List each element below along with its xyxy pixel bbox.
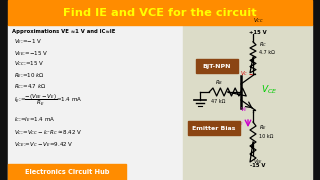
Bar [8, 0, 312, 25]
Text: Find IE and VCE for the circuit: Find IE and VCE for the circuit [63, 8, 257, 18]
Text: 4.7 kΩ: 4.7 kΩ [259, 50, 275, 55]
Text: $V_{CC}$:=$15$ V: $V_{CC}$:=$15$ V [14, 60, 44, 68]
Text: $I_E$:=$\dfrac{-(V_{EE}-V_E)}{R_E}$=1.4 mA: $I_E$:=$\dfrac{-(V_{EE}-V_E)}{R_E}$=1.4 … [14, 92, 82, 108]
Text: $R_E$:=$10\ k\Omega$: $R_E$:=$10\ k\Omega$ [14, 72, 45, 80]
Text: $V_{CE}$: $V_{CE}$ [261, 84, 277, 96]
Text: $V_C$:=$V_{CC}-I_C{\cdot}R_C$$\approx$8.42 V: $V_C$:=$V_{CC}-I_C{\cdot}R_C$$\approx$8.… [14, 129, 83, 138]
Text: $I_E$: $I_E$ [238, 119, 244, 128]
Text: $V_C$: $V_C$ [240, 69, 248, 78]
Text: Approximations VE ≈1 V and IC≈IE: Approximations VE ≈1 V and IC≈IE [12, 28, 116, 33]
Bar [183, 25, 312, 180]
Bar [312, 0, 320, 180]
Bar [0, 0, 8, 180]
Text: Electronics Circuit Hub: Electronics Circuit Hub [25, 169, 109, 175]
Text: $R_E$: $R_E$ [259, 123, 267, 132]
Text: $R_B$: $R_B$ [214, 78, 222, 87]
Text: Emitter Bias: Emitter Bias [192, 125, 236, 130]
Text: 47 kΩ: 47 kΩ [211, 98, 226, 104]
Bar [188, 121, 240, 135]
Text: $V_E$: $V_E$ [240, 105, 248, 114]
Text: +15 V: +15 V [249, 30, 267, 35]
Text: 10 kΩ: 10 kΩ [259, 134, 273, 138]
Text: BJT-NPN: BJT-NPN [203, 64, 231, 69]
Text: $V_E$:=$-1$ V: $V_E$:=$-1$ V [14, 38, 42, 46]
Bar [8, 25, 183, 180]
Bar [196, 59, 238, 73]
Text: $V_{EE}$:=$-15$ V: $V_{EE}$:=$-15$ V [14, 50, 48, 59]
Text: $R_C$: $R_C$ [259, 40, 267, 49]
Bar [8, 164, 126, 180]
Text: $R_C$:=$4.7\ k\Omega$: $R_C$:=$4.7\ k\Omega$ [14, 83, 46, 91]
Text: $V_{CE}$:=$V_C-V_E$=9.42 V: $V_{CE}$:=$V_C-V_E$=9.42 V [14, 141, 74, 149]
Text: $I_C$:=$I_E$=1.4 mA: $I_C$:=$I_E$=1.4 mA [14, 116, 55, 124]
Text: -15 V: -15 V [250, 163, 266, 168]
Text: $V_{CC}$: $V_{CC}$ [252, 16, 263, 25]
Text: $V_{EE}$: $V_{EE}$ [253, 157, 263, 166]
